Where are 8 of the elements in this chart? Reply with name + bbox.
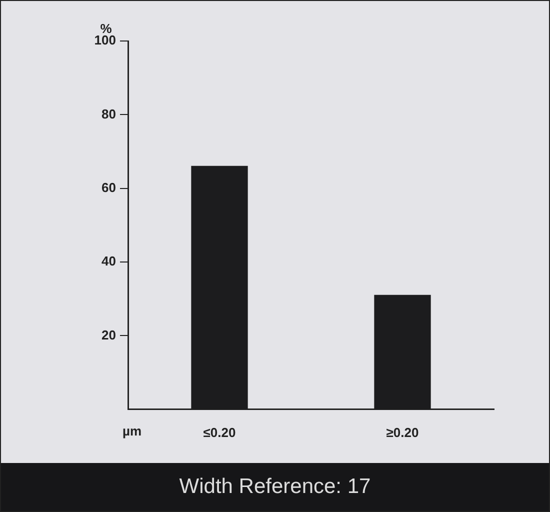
- x-tick-label: ≥0.20: [386, 424, 419, 440]
- text: Width Reference: 17: [179, 475, 371, 499]
- y-tick-label: 40: [102, 254, 116, 269]
- x-axis-title: µm: [122, 423, 142, 438]
- y-tick-label: 80: [102, 106, 116, 122]
- y-tick-label: 60: [102, 180, 116, 195]
- x-tick-label: ≤0.20: [203, 424, 236, 440]
- y-tick-label: 20: [102, 327, 116, 342]
